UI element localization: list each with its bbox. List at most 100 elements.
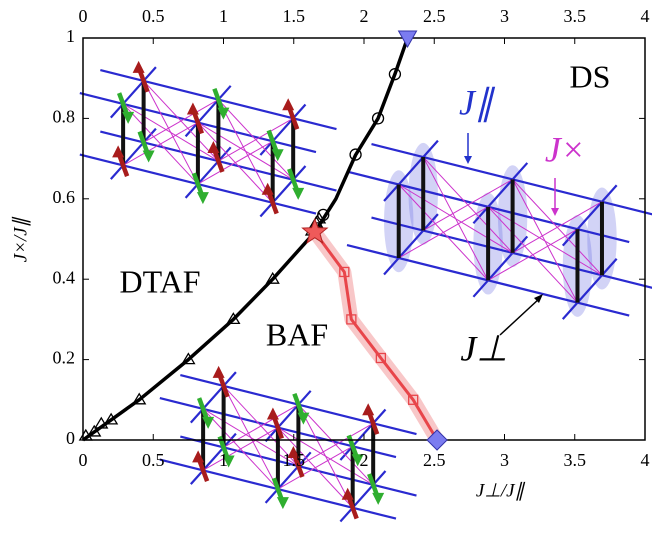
- spin-head: [112, 145, 125, 158]
- x-tick-label: 3: [500, 450, 509, 470]
- x-tick-label-top: 2: [360, 6, 369, 26]
- x-tick-label-top: 0: [79, 6, 88, 26]
- triangle-marker: [311, 211, 327, 224]
- spin-head: [196, 192, 209, 205]
- spin-head: [287, 446, 300, 459]
- circle-marker: [317, 208, 330, 222]
- triangle-marker: [226, 312, 241, 325]
- cross-bond: [109, 66, 157, 119]
- x-tick-label: 2.5: [423, 450, 446, 470]
- arrow: [499, 297, 541, 336]
- frustrated-bond: [398, 206, 489, 259]
- spin-head: [132, 60, 145, 73]
- spin-head: [297, 412, 310, 425]
- spin: [292, 454, 305, 478]
- cross-bond: [264, 451, 312, 504]
- spin: [346, 434, 359, 458]
- spin: [117, 92, 130, 116]
- arrowhead: [534, 294, 543, 303]
- cross-bond: [259, 103, 307, 156]
- x-tick-label-top: 1: [219, 6, 228, 26]
- triangle-marker: [87, 424, 102, 437]
- spin: [217, 374, 230, 398]
- y-tick-label: 0.8: [53, 107, 76, 127]
- cross-bond: [264, 390, 312, 443]
- spin: [191, 110, 205, 135]
- spin-head: [192, 450, 205, 463]
- square-marker: [375, 352, 387, 364]
- spin-head: [122, 111, 135, 124]
- frustrated-bond: [197, 122, 294, 181]
- phase-boundary: [313, 231, 439, 441]
- spin: [271, 415, 285, 440]
- circle-marker: [371, 112, 385, 125]
- frustrated-bond: [487, 228, 578, 281]
- down-triangle-marker: [397, 30, 418, 49]
- spin: [137, 69, 150, 93]
- spin: [271, 477, 285, 501]
- spin-head: [372, 492, 385, 505]
- frustrated-bond: [398, 184, 513, 254]
- cross-bond: [109, 127, 157, 180]
- frustrated-bond: [277, 445, 353, 490]
- spin: [346, 496, 359, 520]
- phase-boundary: [81, 37, 410, 442]
- star-marker: [301, 217, 329, 244]
- triangle-marker: [265, 271, 280, 284]
- x-tick-label: 1.5: [283, 450, 306, 470]
- x-tick-label: 4: [641, 450, 650, 470]
- spin-head: [362, 403, 375, 416]
- x-tick-label-top: 2.5: [423, 6, 446, 26]
- spin: [117, 153, 130, 177]
- spin: [212, 149, 225, 173]
- cross-bond: [472, 162, 529, 225]
- spin: [367, 411, 380, 435]
- square-marker: [346, 314, 357, 325]
- frustrated-bond: [298, 422, 374, 467]
- x-tick-label-top: 4: [641, 6, 650, 26]
- cross-bond: [383, 139, 439, 202]
- x-tick-label: 1: [219, 450, 228, 470]
- frustrated-bond: [422, 178, 513, 231]
- spin-head: [292, 187, 305, 200]
- triangle-marker: [94, 416, 109, 429]
- spin-head: [222, 455, 235, 468]
- spin: [266, 129, 279, 153]
- spin: [287, 106, 300, 130]
- spin-head: [261, 182, 274, 195]
- cross-bond: [561, 184, 618, 247]
- cross-bond: [339, 470, 387, 523]
- y-tick-label: 0: [66, 428, 75, 448]
- plot-area: 000.50.5111.51.5222.52.5333.53.54400.20.…: [53, 6, 650, 470]
- y-axis-label: J×/J∥: [10, 216, 31, 262]
- annotation: J×: [545, 129, 585, 169]
- spin: [191, 172, 205, 196]
- spin: [197, 458, 210, 482]
- frustrated-bond: [122, 122, 199, 166]
- square-marker: [339, 266, 350, 278]
- spin-head: [271, 149, 284, 162]
- triangle-marker: [132, 392, 147, 405]
- spin-head: [207, 141, 220, 154]
- spin-head: [186, 102, 199, 115]
- spin: [197, 397, 210, 421]
- triangle-marker: [181, 352, 196, 365]
- cross-bond: [259, 165, 307, 218]
- spin: [292, 392, 305, 417]
- spin-head: [212, 365, 225, 378]
- spin-head: [217, 107, 230, 120]
- frustrated-bond: [487, 206, 603, 276]
- spin-head: [341, 487, 354, 500]
- spin-head: [142, 150, 155, 163]
- cross-bond: [189, 371, 237, 424]
- x-tick-label-top: 3.5: [564, 6, 587, 26]
- cross-bond: [184, 85, 232, 138]
- x-tick-label: 2: [360, 450, 369, 470]
- annotation: DS: [570, 58, 611, 94]
- diamond-marker: [426, 429, 448, 451]
- spin-head: [276, 497, 289, 510]
- square-marker: [408, 394, 419, 405]
- y-tick-label: 0.2: [53, 348, 76, 368]
- frustrated-bond: [202, 427, 279, 471]
- x-tick-label-top: 1.5: [283, 6, 306, 26]
